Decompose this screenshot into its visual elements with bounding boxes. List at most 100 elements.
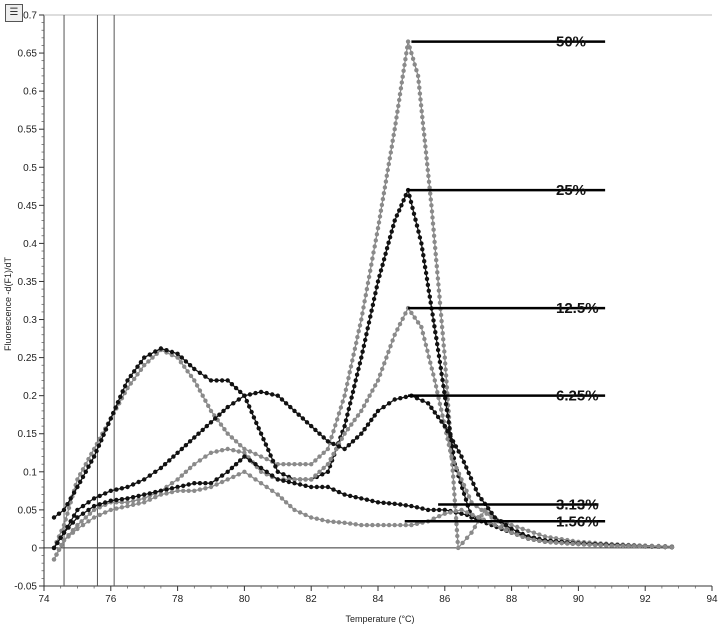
data-point (175, 488, 180, 493)
data-point (317, 469, 322, 474)
data-point (51, 557, 57, 562)
data-point (354, 340, 359, 346)
data-point (443, 361, 448, 366)
data-point (449, 454, 454, 459)
data-point (419, 109, 424, 114)
data-point (476, 515, 481, 520)
data-point (520, 526, 525, 532)
data-point (398, 396, 403, 401)
data-point (125, 500, 130, 505)
data-point (421, 253, 426, 258)
data-point (381, 404, 386, 410)
data-point (425, 282, 431, 288)
data-point (321, 465, 326, 471)
data-point (187, 465, 193, 471)
data-point (410, 205, 415, 211)
data-point (130, 502, 136, 507)
data-point (424, 276, 430, 282)
data-point (376, 220, 382, 225)
data-point (423, 144, 428, 149)
data-point (233, 385, 239, 391)
data-point (175, 355, 180, 360)
data-point (395, 327, 400, 332)
data-point (270, 392, 275, 397)
data-point (592, 542, 598, 548)
data-point (169, 352, 175, 358)
data-point (436, 353, 442, 359)
data-point (377, 372, 383, 377)
data-point (392, 522, 397, 528)
data-point (389, 229, 394, 234)
data-point (531, 530, 537, 535)
data-point (631, 544, 637, 549)
data-point (75, 477, 80, 482)
data-point (429, 366, 434, 371)
data-point (387, 235, 393, 240)
data-point (194, 383, 200, 388)
data-point (419, 324, 424, 330)
data-point (200, 393, 205, 398)
reference-lines (63, 15, 115, 586)
y-tick-label: 0.4 (23, 239, 37, 250)
data-point (214, 477, 219, 482)
data-point (372, 413, 377, 418)
data-point (391, 132, 396, 138)
data-point (270, 458, 276, 464)
data-point (203, 398, 208, 403)
y-tick-label: 0.65 (18, 49, 38, 60)
data-point (115, 400, 121, 405)
data-point (381, 257, 387, 262)
data-point (389, 144, 394, 149)
data-point (428, 197, 433, 202)
data-point (392, 397, 397, 402)
data-point (258, 454, 264, 459)
data-point (281, 462, 286, 467)
data-point (398, 502, 403, 507)
data-point (83, 469, 89, 474)
data-point (440, 413, 445, 418)
data-point (254, 420, 259, 426)
data-point (348, 401, 353, 406)
data-point (427, 294, 432, 299)
data-point (147, 491, 152, 496)
data-point (297, 482, 303, 487)
data-point (61, 538, 67, 543)
data-point (425, 401, 431, 406)
data-point (381, 522, 386, 528)
data-point (91, 454, 97, 459)
data-point (443, 373, 449, 378)
data-point (213, 416, 218, 421)
data-point (247, 473, 253, 478)
data-point (479, 497, 484, 502)
data-point (455, 533, 460, 539)
y-tick-label: 0.7 (23, 11, 37, 22)
data-point (147, 352, 152, 357)
data-point (66, 505, 72, 511)
data-point (136, 479, 141, 485)
data-point (135, 364, 140, 369)
data-point (214, 378, 219, 383)
data-point (438, 312, 444, 318)
chart-options-icon[interactable]: ☰ (5, 4, 23, 22)
data-point (253, 477, 258, 482)
data-point (417, 91, 423, 96)
data-point (122, 383, 128, 389)
data-point (309, 462, 314, 467)
data-point (369, 262, 374, 267)
data-point (80, 503, 86, 509)
data-point (453, 516, 459, 521)
callout-label: 3.13% (556, 497, 599, 514)
data-point (440, 331, 445, 336)
data-point (400, 74, 405, 79)
data-point (229, 382, 235, 387)
data-point (359, 496, 364, 501)
data-point (352, 384, 357, 389)
data-point (345, 427, 351, 432)
data-point (208, 450, 214, 455)
data-point (437, 300, 443, 305)
data-point (398, 522, 403, 528)
data-point (373, 238, 378, 243)
data-point (56, 547, 62, 552)
data-point (437, 294, 442, 299)
data-point (451, 474, 456, 479)
